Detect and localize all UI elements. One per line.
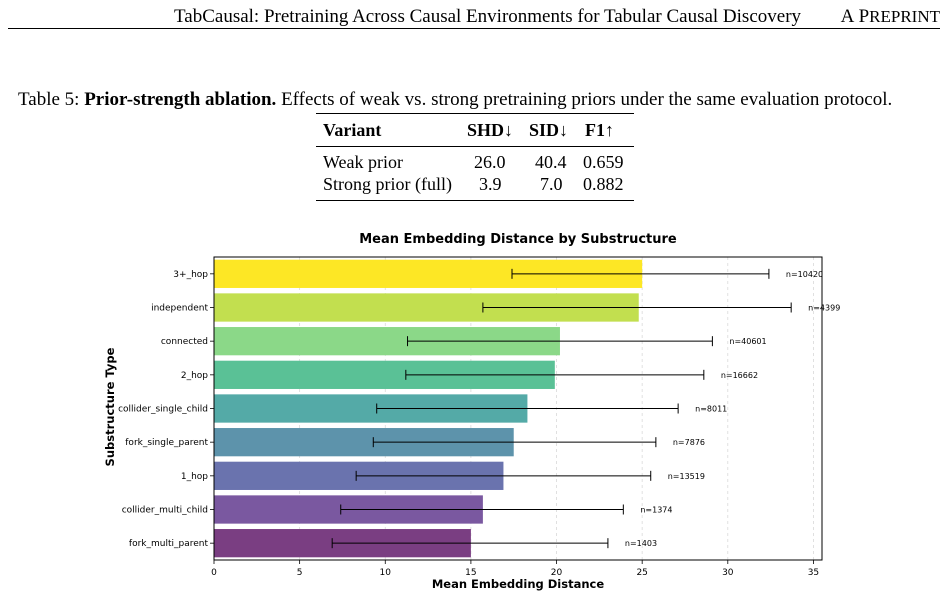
table-row-shd: 3.9 [479, 174, 502, 194]
count-label: n=40601 [729, 337, 766, 346]
table-row-f1: 0.659 [583, 152, 624, 172]
bar-chart: Mean Embedding Distance by Substructure … [103, 232, 840, 591]
table-header-shd: SHD↓ [467, 120, 514, 140]
table-header-sid: SID↓ [529, 120, 569, 140]
count-annotations: n=10420 n=4399 n=40601 n=16662 n=8011 n=7876 n… [625, 270, 840, 548]
count-label: n=10420 [786, 270, 823, 279]
x-ticks: 0 5 10 15 20 25 30 35 [211, 560, 819, 578]
y-tick-label: collider_multi_child [122, 506, 208, 516]
table-bottom-rule [316, 200, 634, 201]
preprint-tag-rest: REPRINT [869, 7, 940, 26]
y-tick-labels: 3+_hop independent connected 2_hop collider_… [118, 270, 214, 549]
x-tick-label: 10 [380, 568, 392, 578]
x-tick-label: 35 [808, 568, 819, 578]
y-tick-label: 2_hop [181, 371, 208, 381]
table-caption-label: Table 5: [18, 89, 80, 110]
y-tick-label: fork_single_parent [125, 438, 208, 448]
count-label: n=16662 [721, 371, 758, 380]
table-header-f1: F1↑ [585, 120, 614, 140]
count-label: n=1374 [640, 506, 672, 515]
x-axis-label: Mean Embedding Distance [432, 577, 604, 591]
y-tick-label: 1_hop [181, 472, 208, 482]
table-mid-rule [316, 146, 634, 147]
y-tick-label: connected [161, 337, 208, 347]
x-tick-label: 20 [551, 568, 563, 578]
preprint-tag-initial-a: A [840, 6, 855, 27]
y-tick-label: independent [151, 304, 208, 314]
count-label: n=4399 [808, 304, 840, 313]
paper-title: TabCausal: Pretraining Across Causal Env… [174, 6, 802, 27]
count-label: n=8011 [695, 405, 727, 414]
error-bars [331, 268, 792, 549]
table-row-sid: 40.4 [535, 152, 567, 172]
chart-figure: Mean Embedding Distance by Substructure … [100, 224, 840, 599]
y-tick-label: 3+_hop [173, 270, 208, 280]
table-row-f1: 0.882 [583, 174, 624, 194]
table-header-variant: Variant [323, 120, 382, 140]
x-tick-label: 0 [211, 568, 217, 578]
table-row-sid: 7.0 [540, 174, 563, 194]
table-caption: Table 5: Prior-strength ablation. Effect… [18, 89, 892, 111]
count-label: n=7876 [673, 438, 705, 447]
x-tick-label: 5 [297, 568, 303, 578]
header-rule [8, 28, 940, 29]
count-label: n=13519 [668, 472, 705, 481]
table-caption-bold: Prior-strength ablation. [84, 89, 277, 110]
y-tick-label: fork_multi_parent [129, 539, 209, 549]
count-label: n=1403 [625, 539, 657, 548]
x-tick-label: 25 [636, 568, 647, 578]
table-row-variant: Strong prior (full) [323, 174, 452, 194]
plot-frame [213, 256, 823, 561]
table-row-variant: Weak prior [323, 152, 404, 172]
y-axis-label: Substructure Type [103, 347, 117, 466]
table-row-shd: 26.0 [474, 152, 506, 172]
x-tick-label: 30 [722, 568, 734, 578]
chart-title: Mean Embedding Distance by Substructure [359, 232, 677, 247]
y-tick-label: collider_single_child [118, 405, 208, 415]
table-top-rule [316, 113, 634, 114]
table-caption-text: Effects of weak vs. strong pretraining p… [281, 89, 893, 110]
preprint-tag-initial-p: P [858, 6, 870, 27]
running-header: TabCausal: Pretraining Across Causal Env… [0, 2, 940, 28]
results-table: Variant SHD↓ SID↓ F1↑ Weak prior 26.0 40… [316, 113, 634, 201]
preprint-tag: A PREPRINT [841, 6, 940, 28]
x-tick-label: 15 [465, 568, 476, 578]
